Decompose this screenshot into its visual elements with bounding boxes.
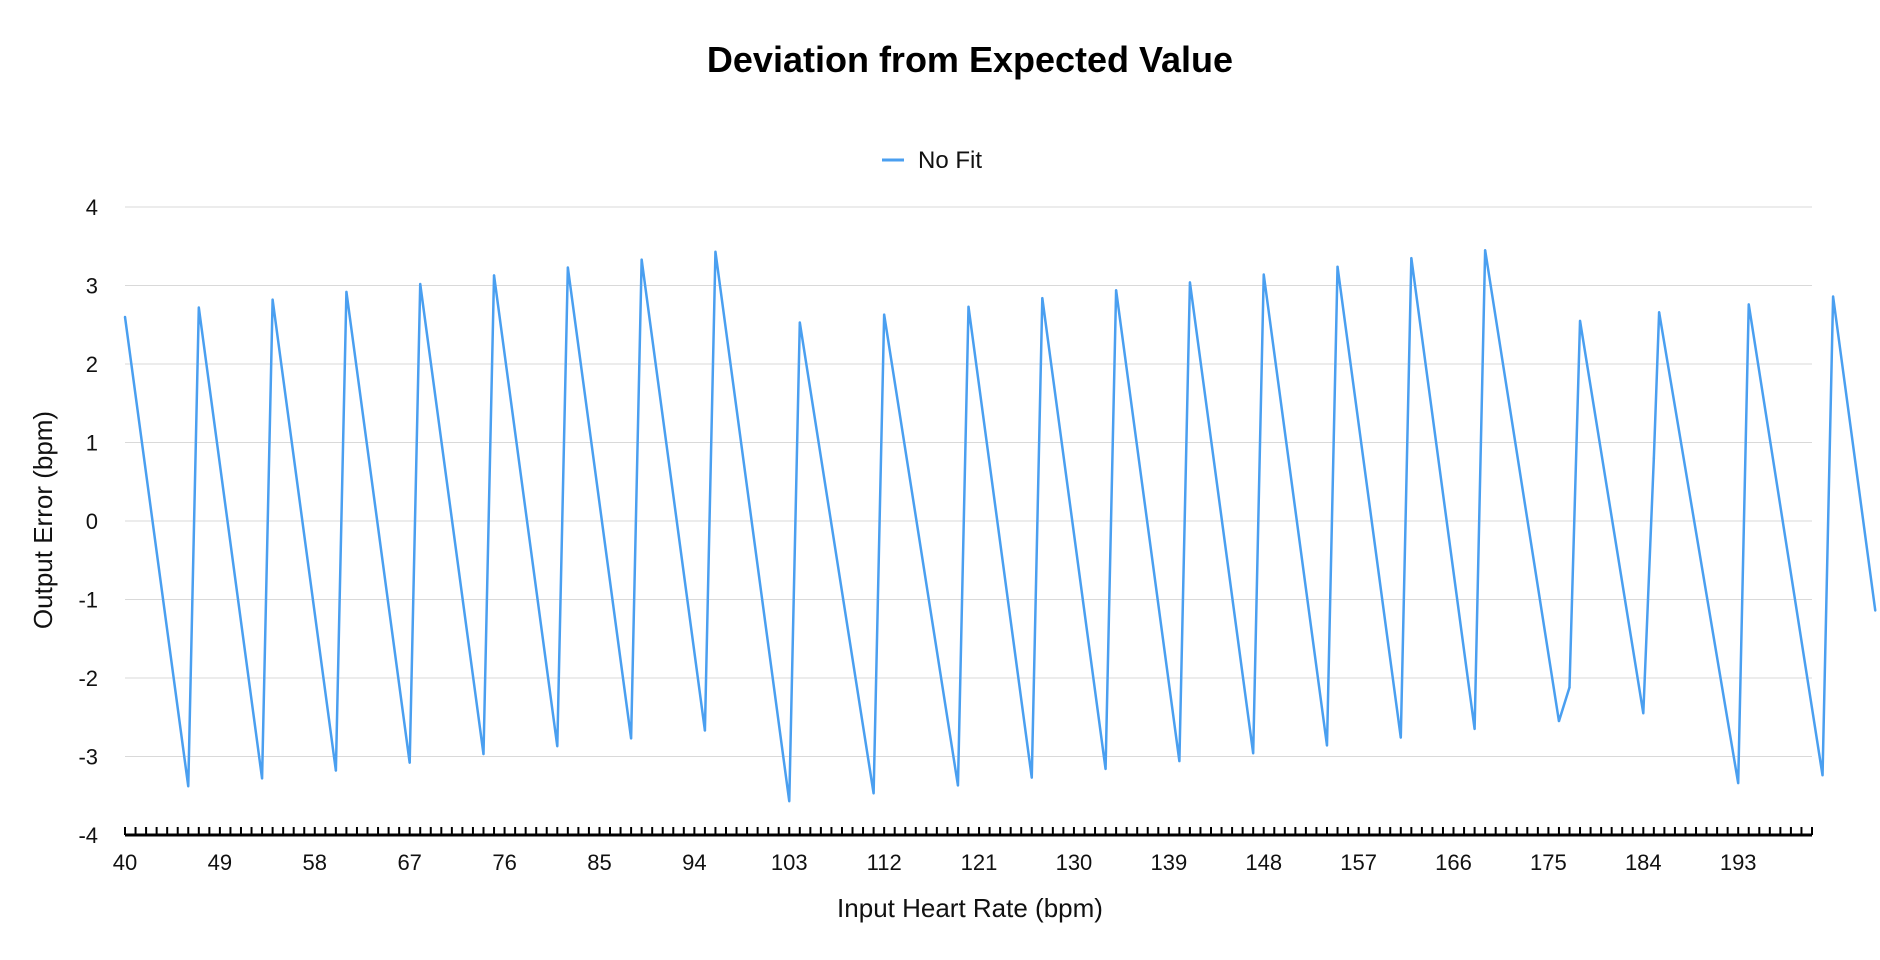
x-tick-label: 157 <box>1340 850 1377 875</box>
data-point <box>788 800 791 803</box>
x-tick-label: 112 <box>867 850 902 875</box>
data-point <box>629 737 633 740</box>
x-axis <box>124 827 1813 837</box>
y-axis-label: Output Error (bpm) <box>28 411 58 629</box>
data-point <box>1568 686 1571 689</box>
data-point <box>408 761 411 764</box>
data-point <box>197 306 201 309</box>
data-point <box>1104 767 1107 771</box>
x-tick-label: 166 <box>1435 850 1472 875</box>
x-tick-label: 139 <box>1150 850 1187 875</box>
y-tick-label: 4 <box>86 195 98 220</box>
y-tick-label: -4 <box>78 823 98 848</box>
x-tick-label: 40 <box>113 850 137 875</box>
x-tick-label: 193 <box>1720 850 1757 875</box>
gridlines <box>125 206 1812 757</box>
data-point <box>882 313 886 316</box>
data-point <box>872 792 875 795</box>
x-tick-label: 49 <box>208 850 232 875</box>
data-point <box>1831 295 1835 298</box>
data-point <box>556 745 559 748</box>
x-tick-label: 184 <box>1625 850 1662 875</box>
y-tick-label: 1 <box>86 431 98 456</box>
data-point <box>1178 760 1181 763</box>
data-point <box>1325 744 1329 747</box>
data-point <box>1652 457 1656 460</box>
data-point <box>492 274 496 277</box>
data-point <box>1041 296 1044 300</box>
data-point <box>419 282 422 286</box>
x-tick-label: 121 <box>961 850 998 875</box>
series-line-no-fit <box>123 249 1877 802</box>
x-tick-label: 175 <box>1530 850 1567 875</box>
data-point <box>798 321 801 324</box>
x-tick-label: 67 <box>397 850 421 875</box>
y-tick-label: -1 <box>78 588 98 613</box>
data-point <box>1399 736 1402 739</box>
data-point <box>1410 256 1413 260</box>
data-point <box>260 777 264 780</box>
data-point <box>1747 303 1750 306</box>
y-tick-label: 3 <box>86 274 98 299</box>
data-point <box>1578 319 1582 323</box>
legend[interactable]: No Fit <box>882 147 982 174</box>
data-point <box>1642 712 1645 715</box>
data-point <box>271 298 274 301</box>
chart-title: Deviation from Expected Value <box>707 39 1233 80</box>
data-point <box>1557 719 1561 723</box>
data-point <box>1874 609 1877 612</box>
data-point <box>1336 265 1339 268</box>
data-point <box>1114 289 1118 292</box>
y-axis-tick-labels: 4 3 2 1 0 -1 -2 -3 -4 <box>78 195 98 848</box>
y-tick-label: 0 <box>86 509 98 534</box>
x-tick-label: 103 <box>771 850 808 875</box>
y-tick-label: 2 <box>86 352 98 377</box>
x-tick-label: 85 <box>587 850 611 875</box>
data-point <box>1736 781 1740 785</box>
data-point <box>703 729 707 732</box>
data-point <box>967 305 970 308</box>
data-point <box>1483 248 1487 252</box>
data-point <box>482 752 485 756</box>
y-tick-label: -2 <box>78 666 98 691</box>
data-point <box>123 315 127 319</box>
x-tick-label: 148 <box>1245 850 1282 875</box>
data-point <box>1657 310 1661 314</box>
x-tick-label: 76 <box>492 850 516 875</box>
x-tick-label: 130 <box>1056 850 1093 875</box>
data-point <box>956 784 960 787</box>
data-point <box>345 290 348 293</box>
data-point <box>566 266 570 269</box>
x-tick-label: 94 <box>682 850 706 875</box>
series-layer <box>123 248 1877 803</box>
x-axis-label: Input Heart Rate (bpm) <box>837 893 1103 923</box>
x-tick-label: 58 <box>303 850 327 875</box>
data-point <box>1262 273 1265 276</box>
data-point <box>714 250 717 253</box>
data-point <box>187 785 190 788</box>
data-point <box>640 258 643 261</box>
legend-label-no-fit: No Fit <box>918 147 982 174</box>
data-point <box>1821 774 1824 777</box>
x-axis-tick-labels: 40 49 58 67 76 85 94 103 112 121 130 139 148 157 166 17… <box>113 850 1757 875</box>
data-point <box>334 769 338 772</box>
data-point <box>1473 727 1476 731</box>
data-point <box>1030 776 1033 779</box>
y-tick-label: -3 <box>78 745 98 770</box>
data-point <box>1188 281 1192 284</box>
data-point <box>1251 752 1255 755</box>
